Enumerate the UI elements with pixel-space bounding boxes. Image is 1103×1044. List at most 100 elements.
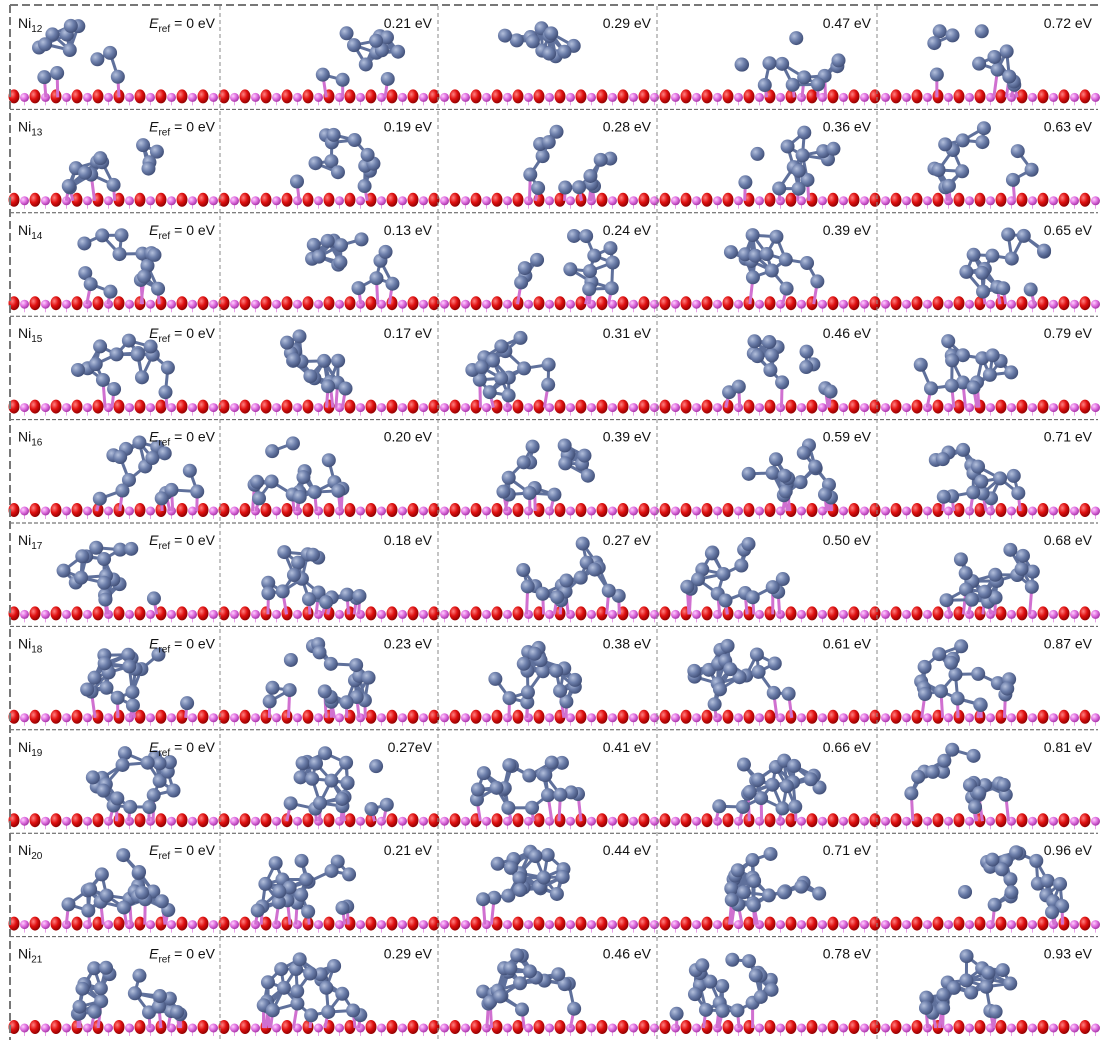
oxygen-atom — [1038, 813, 1049, 827]
boron-atom — [209, 507, 218, 516]
boron-atom — [440, 817, 449, 826]
boron-atom — [608, 403, 617, 412]
nickel-atom — [155, 894, 169, 908]
boron-atom — [671, 817, 680, 826]
relative-energy: 0.50 eV — [823, 532, 872, 548]
boron-atom — [797, 1024, 806, 1033]
cluster-label: Ni20 — [18, 842, 43, 862]
oxygen-atom — [933, 193, 944, 207]
boron-atom — [923, 300, 932, 309]
boron-atom — [356, 196, 365, 205]
oxygen-atom — [1038, 1020, 1049, 1034]
oxygen-atom — [177, 917, 188, 931]
nickel-atom — [765, 778, 779, 792]
nickel-atom — [996, 281, 1010, 295]
oxygen-atom — [1059, 193, 1070, 207]
oxygen-atom — [1038, 89, 1049, 103]
oxygen-atom — [1038, 193, 1049, 207]
oxygen-atom — [30, 1020, 41, 1034]
oxygen-atom — [1059, 296, 1070, 310]
nickel-atom — [688, 987, 702, 1001]
nickel-atom — [471, 783, 485, 797]
cluster — [919, 949, 1017, 1028]
nickel-atom — [576, 537, 590, 551]
oxygen-atom — [51, 296, 62, 310]
substrate — [9, 917, 1101, 933]
oxygen-atom — [681, 1020, 692, 1034]
nickel-atom — [797, 446, 811, 460]
nickel-atom — [100, 681, 114, 695]
atom-count: 21 — [31, 955, 43, 966]
nickel-atom — [251, 903, 265, 917]
nickel-atom — [280, 336, 294, 350]
boron-atom — [419, 403, 428, 412]
nickel-atom — [335, 901, 349, 915]
boron-atom — [818, 920, 827, 929]
oxygen-atom — [681, 917, 692, 931]
oxygen-atom — [744, 917, 755, 931]
nickel-atom — [98, 593, 112, 607]
nickel-atom — [98, 656, 112, 670]
oxygen-atom — [198, 917, 209, 931]
boron-atom — [209, 920, 218, 929]
cluster — [251, 854, 356, 925]
boron-atom — [1070, 920, 1079, 929]
boron-atom — [188, 1024, 197, 1033]
nickel-atom — [113, 450, 127, 464]
nickel-atom — [99, 961, 113, 975]
boron-atom — [482, 403, 491, 412]
nickel-atom — [775, 375, 789, 389]
oxygen-atom — [450, 193, 461, 207]
nickel-atom — [62, 179, 76, 193]
boron-atom — [125, 403, 134, 412]
substrate — [9, 813, 1101, 829]
nickel-atom — [959, 973, 973, 987]
boron-atom — [1007, 713, 1016, 722]
oxygen-atom — [996, 400, 1007, 414]
oxygen-atom — [135, 193, 146, 207]
boron-atom — [755, 507, 764, 516]
oxygen-atom — [912, 400, 923, 414]
nickel-atom — [64, 19, 78, 33]
boron-atom — [902, 713, 911, 722]
nickel-atom — [971, 667, 985, 681]
oxygen-atom — [1059, 917, 1070, 931]
boron-atom — [881, 1024, 890, 1033]
oxygen-atom — [282, 89, 293, 103]
oxygen-atom — [660, 503, 671, 517]
boron-atom — [419, 507, 428, 516]
nickel-atom — [750, 349, 764, 363]
nickel-atom — [577, 449, 591, 463]
oxygen-atom — [303, 606, 314, 620]
boron-atom — [419, 1024, 428, 1033]
oxygen-atom — [639, 89, 650, 103]
oxygen-atom — [1017, 813, 1028, 827]
boron-atom — [902, 920, 911, 929]
oxygen-atom — [639, 917, 650, 931]
boron-atom — [398, 920, 407, 929]
nickel-atom — [763, 363, 777, 377]
oxygen-atom — [72, 400, 83, 414]
boron-atom — [62, 507, 71, 516]
oxygen-atom — [30, 193, 41, 207]
nickel-atom — [954, 552, 968, 566]
oxygen-atom — [828, 917, 839, 931]
oxygen-atom — [492, 193, 503, 207]
nickel-atom — [523, 486, 537, 500]
oxygen-atom — [471, 917, 482, 931]
nickel-atom — [147, 591, 161, 605]
nickel-atom — [122, 659, 136, 673]
boron-atom — [20, 920, 29, 929]
nickel-atom — [778, 469, 792, 483]
cluster — [80, 648, 194, 718]
cluster — [959, 227, 1051, 304]
boron-atom — [272, 403, 281, 412]
nickel-atom — [380, 798, 394, 812]
oxygen-atom — [849, 1020, 860, 1034]
nickel-atom — [324, 657, 338, 671]
nickel-atom — [997, 778, 1011, 792]
value: = 0 eV — [174, 635, 216, 651]
nickel-atom — [75, 549, 89, 563]
boron-atom — [398, 93, 407, 102]
relative-energy: 0.28 eV — [603, 118, 652, 134]
